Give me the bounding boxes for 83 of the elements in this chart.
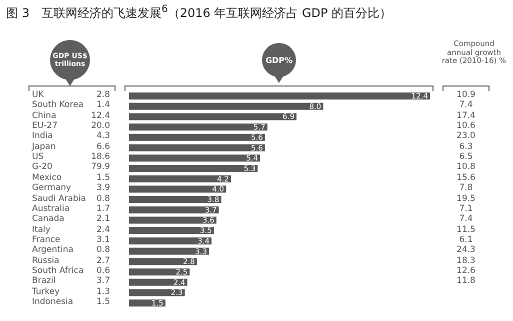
bar <box>129 300 166 306</box>
bar <box>129 92 430 100</box>
data-label: 3.9 <box>95 183 110 194</box>
data-label: 0.8 <box>96 194 110 204</box>
category-label: Argentina <box>32 245 74 256</box>
data-label: 18.3 <box>456 256 476 266</box>
data-label: 10.6 <box>456 121 476 132</box>
bar <box>129 113 296 120</box>
category-label: Indonesia <box>32 297 74 307</box>
data-label: 1.3 <box>95 286 110 297</box>
bar <box>129 134 265 141</box>
data-label: 6.3 <box>458 142 474 152</box>
category-label: Russia <box>32 256 60 266</box>
data-label: 10.9 <box>456 90 476 100</box>
data-label: 1.5 <box>95 172 110 183</box>
bar <box>129 227 214 234</box>
category-label: South Korea <box>32 100 84 110</box>
data-label: 20.0 <box>90 121 110 132</box>
category-label: Germany <box>32 183 72 194</box>
bar <box>129 175 231 182</box>
data-label: 7.4 <box>458 214 474 224</box>
bar <box>129 289 185 296</box>
data-label: 11.5 <box>456 224 476 235</box>
bar <box>129 206 219 214</box>
data-label: 4.3 <box>95 131 110 142</box>
bar <box>129 186 226 193</box>
data-label: 1.4 <box>96 100 110 110</box>
bar <box>129 278 188 286</box>
data-label: 15.6 <box>456 172 476 183</box>
data-label: 24.3 <box>456 245 476 256</box>
category-label: Australia <box>32 204 70 214</box>
category-label: China <box>32 110 56 121</box>
category-label: Saudi Arabia <box>32 194 86 204</box>
category-label: Japan <box>32 142 56 152</box>
data-label: 0.8 <box>95 245 110 256</box>
data-label: 17.4 <box>456 110 476 121</box>
category-label: Mexico <box>32 172 62 183</box>
category-label: South Africa <box>32 266 84 276</box>
category-label: India <box>32 131 53 142</box>
category-label: France <box>32 234 60 245</box>
data-label: 11.8 <box>456 276 476 286</box>
category-label: Brazil <box>32 276 56 286</box>
data-label: 2.1 <box>95 214 110 224</box>
bar <box>129 154 260 162</box>
bar <box>129 124 268 131</box>
data-label: 12.4 <box>90 110 110 121</box>
data-label: 0.6 <box>96 266 110 276</box>
data-label: 19.5 <box>456 194 476 204</box>
data-label: 2.8 <box>95 90 110 100</box>
bar <box>129 164 258 172</box>
data-label: 7.4 <box>458 100 474 110</box>
data-label: 23.0 <box>456 131 476 142</box>
data-label: 1.5 <box>95 297 110 307</box>
category-label: Turkey <box>32 286 60 297</box>
data-label: 2.7 <box>95 256 110 266</box>
bar <box>129 268 190 276</box>
data-label: 6.1 <box>458 234 474 245</box>
bar <box>129 237 212 244</box>
text: 图 3 互联网经济的飞速发展$^{6}$（2016 年互联网经济占 GDP 的百分比） <box>6 4 392 22</box>
data-label: 18.6 <box>90 152 110 162</box>
bar <box>129 102 324 110</box>
data-label: 7.8 <box>458 183 474 194</box>
bar <box>129 196 222 203</box>
bar <box>129 258 197 266</box>
category-label: UK <box>32 90 44 100</box>
data-label: 79.9 <box>90 162 110 172</box>
category-label: EU-27 <box>32 121 58 132</box>
data-label: 1.7 <box>95 204 110 214</box>
category-label: G-20 <box>32 162 52 172</box>
bar <box>129 216 216 224</box>
bar <box>129 248 210 255</box>
bar <box>129 144 265 152</box>
data-label: 2.4 <box>95 224 110 235</box>
data-label: 6.6 <box>95 142 110 152</box>
data-label: 10.8 <box>456 162 476 172</box>
category-label: Italy <box>32 224 50 235</box>
category-label: US <box>32 152 44 162</box>
data-label: 6.5 <box>458 152 474 162</box>
category-label: Canada <box>32 214 64 224</box>
data-label: 3.7 <box>95 276 110 286</box>
data-label: 3.1 <box>95 234 110 245</box>
data-label: 12.6 <box>456 266 476 276</box>
data-label: 7.1 <box>458 204 474 214</box>
